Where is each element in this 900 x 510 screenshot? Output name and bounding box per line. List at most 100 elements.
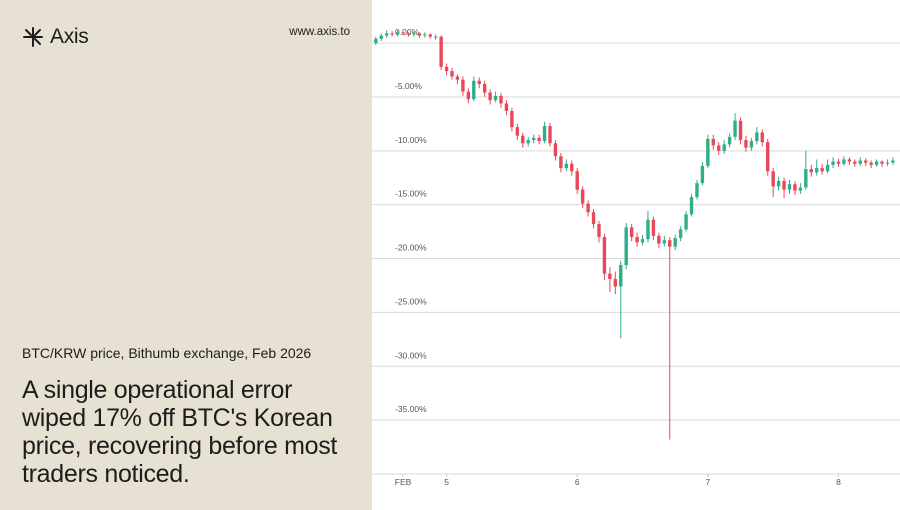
candle-body [472, 80, 476, 100]
candle-body [586, 203, 590, 213]
candle-body [580, 189, 585, 204]
candle-body [722, 144, 726, 151]
candle-body [749, 141, 754, 148]
x-tick-label: 5 [444, 477, 449, 487]
candle-body [379, 35, 383, 39]
candle-body [700, 165, 705, 184]
candle-body [836, 161, 841, 164]
candle-body [499, 95, 503, 104]
candle-body [439, 36, 443, 67]
candle-body [406, 33, 411, 35]
candle-body [891, 160, 895, 163]
candle-body [831, 161, 835, 165]
candle-body [717, 145, 721, 151]
candle-body [521, 135, 525, 144]
candle-body [678, 229, 683, 239]
candle-body [384, 33, 389, 36]
candle-body [608, 273, 612, 280]
candle-body [417, 33, 422, 36]
candle-body [771, 171, 775, 187]
y-tick-label: -30.00% [395, 350, 427, 360]
candle-body [591, 212, 596, 225]
candle-body [548, 126, 552, 144]
candle-body [880, 161, 884, 164]
candle-body [798, 187, 803, 191]
candle-body [504, 103, 509, 111]
candle-body [668, 240, 672, 247]
candle-body [820, 168, 824, 172]
candle-body [423, 34, 427, 36]
chart: 0.00% -5.00% -10.00% -15.00% -20.00% -25.00% -… [372, 27, 900, 487]
candle-body [760, 132, 764, 143]
candle-body [853, 161, 857, 164]
candle-body [804, 169, 808, 188]
candle-body [858, 160, 862, 164]
candle-body [531, 137, 536, 141]
candle-body [815, 168, 819, 173]
candle-body [613, 279, 618, 287]
candle-body [776, 180, 781, 187]
candle-body [428, 34, 432, 37]
candle-body [564, 163, 569, 169]
candle-body [635, 237, 639, 243]
candle-body [885, 162, 890, 164]
candle-body [390, 33, 394, 35]
candle-body [597, 224, 601, 237]
candle-body [673, 238, 677, 247]
candle-body [766, 142, 770, 172]
candle-body [461, 79, 465, 92]
candle-body [537, 137, 541, 142]
candle-body [646, 219, 650, 240]
candle-body [744, 140, 748, 148]
candle-body [809, 169, 813, 173]
x-tick-label: 7 [705, 477, 710, 487]
y-tick-label: -35.00% [395, 404, 427, 414]
candle-body [477, 80, 481, 85]
candle-body [433, 36, 438, 38]
candle-body [570, 163, 574, 172]
x-tick-label: 6 [575, 477, 580, 487]
candle-body [493, 95, 498, 101]
y-tick-label: -25.00% [395, 296, 427, 306]
candle-body [482, 84, 487, 93]
candle-body [706, 138, 710, 166]
candle-body [755, 132, 759, 142]
candle-body [847, 159, 852, 162]
candle-body [624, 227, 628, 266]
candle-body [782, 180, 786, 190]
x-tick-label: FEB [395, 477, 412, 487]
candle-body [651, 219, 656, 236]
candle-body [553, 143, 558, 157]
candle-body [874, 161, 879, 165]
candle-body [542, 126, 547, 142]
candle-body [869, 162, 873, 165]
logo: Axis [22, 25, 89, 49]
candle-body [515, 127, 520, 136]
candle-body [488, 92, 492, 101]
candle-body [374, 38, 378, 44]
candle-body [733, 120, 737, 137]
candle-body [689, 197, 694, 215]
candle-body [684, 214, 688, 230]
candle-body [444, 66, 449, 72]
candle-body [602, 237, 607, 274]
candle-body [825, 164, 830, 172]
candle-body [842, 159, 846, 164]
candle-body [787, 184, 792, 190]
candle-body [695, 183, 699, 198]
candle-body [619, 265, 623, 287]
website-url: www.axis.to [289, 26, 350, 38]
candle-body [629, 227, 634, 237]
y-tick-label: -20.00% [395, 243, 427, 253]
candle-body [711, 138, 715, 146]
candle-body [657, 235, 661, 244]
chart-subtitle: BTC/KRW price, Bithumb exchange, Feb 202… [22, 345, 312, 361]
candle-body [738, 120, 743, 141]
y-tick-label: 0.00% [395, 27, 420, 37]
candle-body [526, 140, 530, 144]
y-tick-label: -10.00% [395, 135, 427, 145]
candle-body [575, 171, 579, 190]
candle-body [395, 32, 400, 35]
candle-body [412, 33, 416, 35]
